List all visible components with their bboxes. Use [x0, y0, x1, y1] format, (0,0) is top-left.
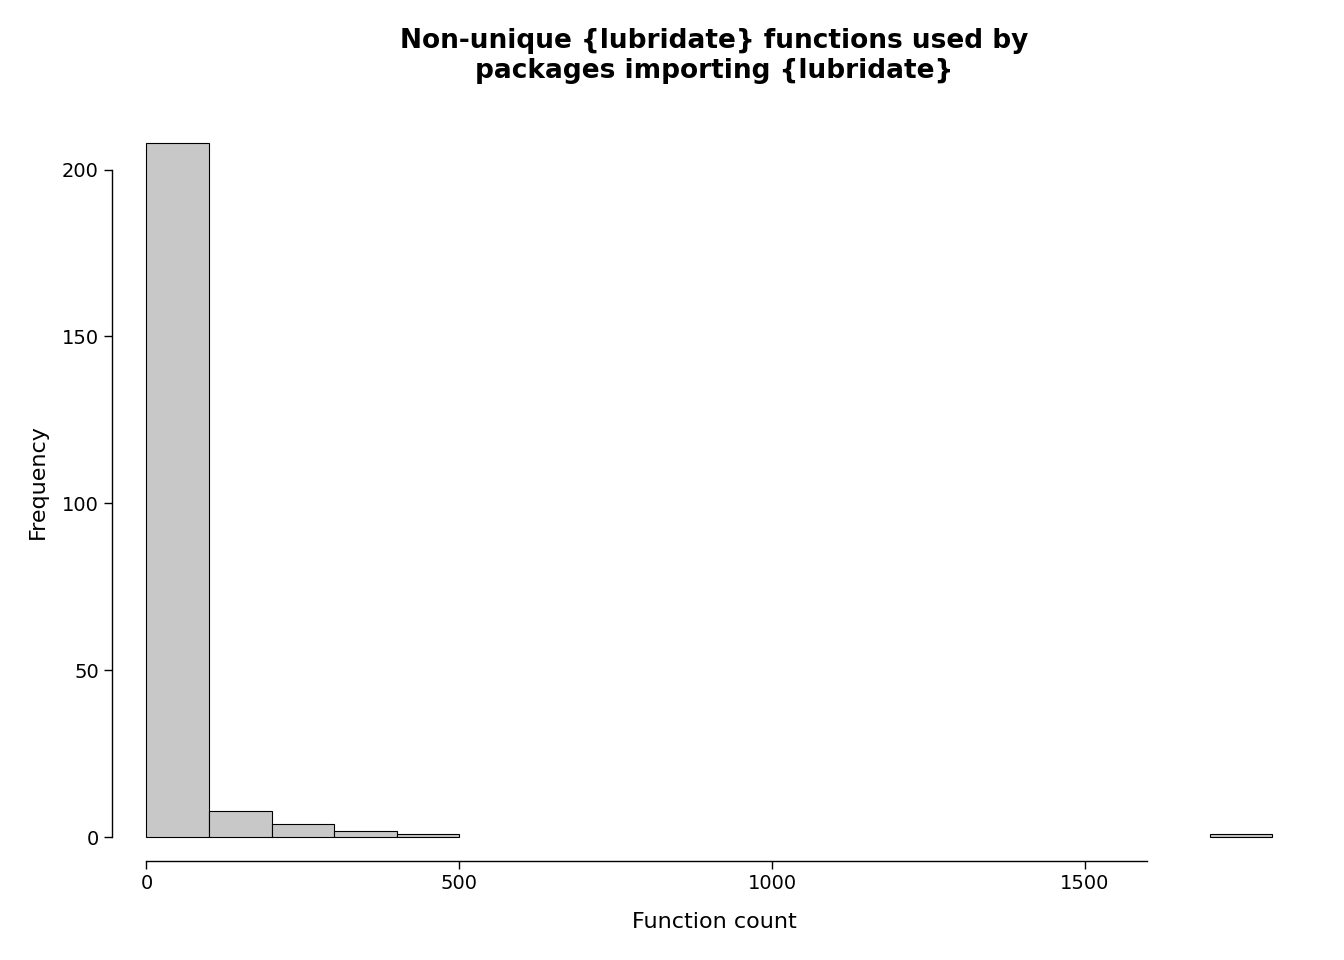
Title: Non-unique {lubridate} functions used by
packages importing {lubridate}: Non-unique {lubridate} functions used by… — [401, 28, 1028, 84]
Bar — [396, 834, 460, 837]
Bar — [146, 143, 208, 837]
X-axis label: Function count: Function count — [632, 912, 797, 932]
Bar — [208, 810, 271, 837]
Y-axis label: Frequency: Frequency — [28, 424, 48, 540]
Bar — [1210, 834, 1273, 837]
Bar — [271, 824, 335, 837]
Bar — [335, 830, 396, 837]
